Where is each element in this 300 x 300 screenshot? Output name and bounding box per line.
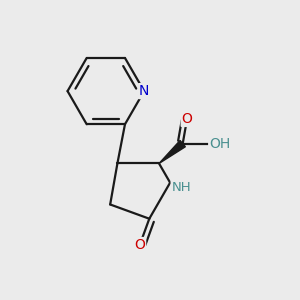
Polygon shape [159,140,185,164]
Text: O: O [134,238,145,252]
Text: N: N [139,84,149,98]
Text: O: O [182,112,193,126]
Text: NH: NH [172,182,191,194]
Text: OH: OH [209,136,230,151]
